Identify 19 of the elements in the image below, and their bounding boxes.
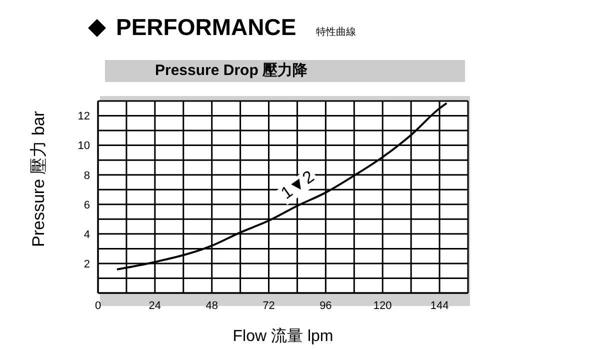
text: Pressure Drop 壓力降 [105,60,465,82]
x-tick-label: 72 [262,300,275,312]
y-axis-title: Pressure 壓力 bar [29,110,48,247]
y-tick-label: 12 [78,110,90,123]
x-axis-title: Flow 流量 lpm [232,327,334,345]
y-tick-label: 6 [84,199,90,212]
x-tick-label: 0 [94,300,102,312]
y-tick-label: 2 [84,258,90,270]
y-tick-label: 4 [84,228,90,241]
x-tick-label: 144 [430,300,449,312]
x-tick-label: 24 [148,300,162,312]
chart-title: PERFORMANCE [116,14,296,41]
annotation: 1▼2 [277,166,318,203]
x-tick-label: 120 [373,300,392,312]
x-tick-label: 96 [320,300,332,312]
y-tick-label: 8 [84,170,90,182]
chart-subtitle: 特性曲線 [316,26,356,39]
y-tick-label: 10 [78,140,90,152]
x-tick-label: 48 [206,300,218,312]
